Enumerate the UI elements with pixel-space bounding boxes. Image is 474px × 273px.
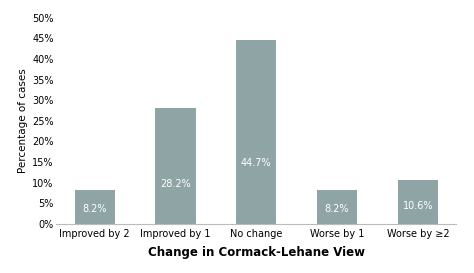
Bar — [155, 108, 196, 224]
Text: 44.7%: 44.7% — [241, 159, 272, 168]
X-axis label: Change in Cormack-Lehane View: Change in Cormack-Lehane View — [148, 246, 365, 259]
Text: 8.2%: 8.2% — [325, 204, 349, 213]
Bar — [398, 180, 438, 224]
Bar — [74, 190, 115, 224]
Y-axis label: Percentage of cases: Percentage of cases — [18, 68, 28, 173]
Text: 8.2%: 8.2% — [82, 204, 107, 213]
Text: 10.6%: 10.6% — [402, 201, 433, 210]
Text: 28.2%: 28.2% — [160, 179, 191, 189]
Bar — [236, 40, 276, 224]
Bar — [317, 190, 357, 224]
